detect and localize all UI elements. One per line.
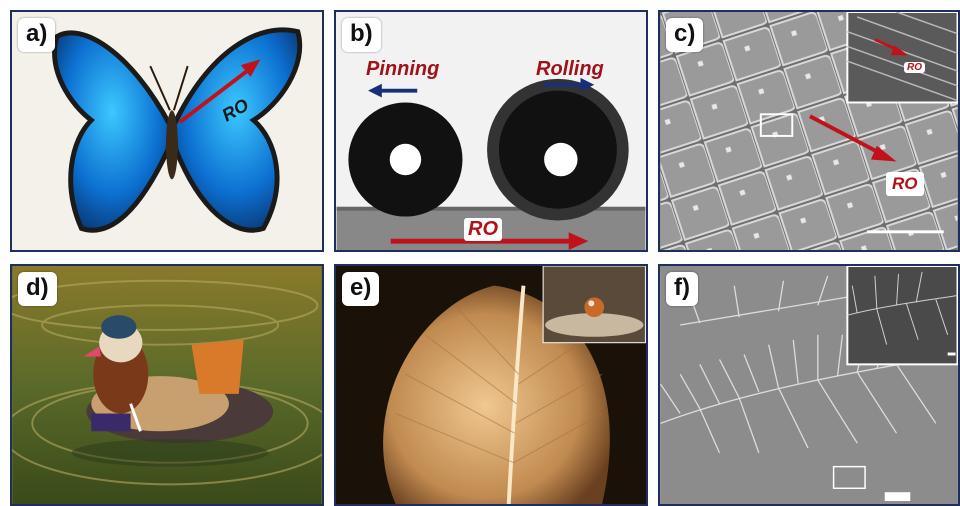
panel-c: c) RO RO [658,10,960,252]
panel-a: a) RO [10,10,324,252]
rolling-arrow [580,77,595,92]
ro-arrow-line [178,64,255,124]
panel-e: e) [334,264,648,506]
pinning-arrow [368,83,382,98]
zoom-box [759,113,794,137]
ro-label: RO [886,172,924,196]
inset-box [846,266,958,366]
zoom-box [832,465,866,490]
panel-label: d) [18,272,57,306]
sem-scales-image [660,12,958,250]
scale-bar [867,230,944,234]
inset-ro-label: RO [904,62,925,73]
ro-arrow [568,232,589,250]
ro-arrow-head [240,59,261,77]
panel-b: b) Pinning Rolling RO [334,10,648,252]
panel-label: f) [666,272,698,306]
panel-f: f) [658,264,960,506]
rolling-label: Rolling [536,58,604,80]
scale-bar [884,492,911,502]
panel-label: c) [666,18,704,52]
panel-label: a) [18,18,56,52]
pinning-label: Pinning [366,58,440,80]
ro-arrow [870,145,897,162]
mandarin-duck-image [12,266,322,504]
feather-image [383,266,646,504]
panel-label: e) [342,272,380,306]
panel-label: b) [342,18,381,52]
inset-box [846,12,958,104]
panel-d: d) [10,264,324,506]
ro-label: RO [464,218,502,241]
butterfly-image [52,27,303,233]
sem-feather-image [660,266,958,504]
droplet-image [336,77,646,250]
